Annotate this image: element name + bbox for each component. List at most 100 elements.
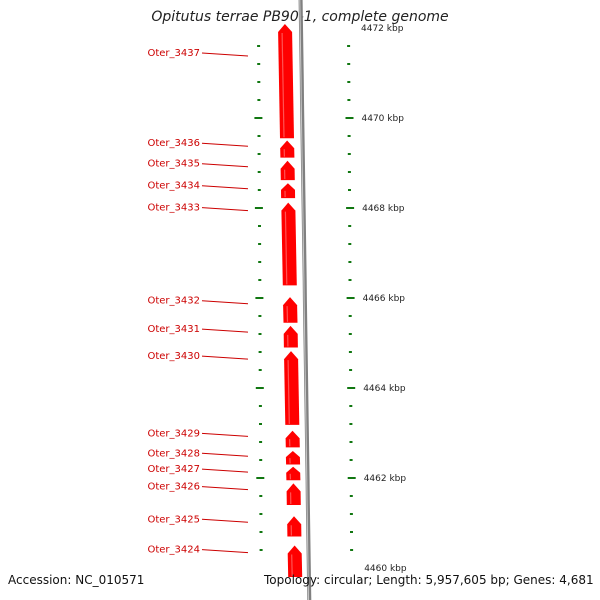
outer-tick xyxy=(347,387,356,389)
inner-tick xyxy=(258,279,262,281)
outer-tick xyxy=(348,333,352,335)
gene-label: Oter_3428 xyxy=(147,448,200,459)
gene-label: Oter_3431 xyxy=(147,324,200,335)
gene-arrow xyxy=(280,160,295,181)
outer-tick xyxy=(347,81,351,83)
kbp-label: 4464 kbp xyxy=(363,384,406,394)
gene-arrow xyxy=(283,325,298,348)
genome-backbone xyxy=(298,0,312,600)
outer-tick xyxy=(348,189,351,191)
gene-leader-line xyxy=(201,452,249,457)
outer-tick xyxy=(347,45,351,47)
outer-tick xyxy=(345,117,354,119)
outer-tick xyxy=(350,549,354,551)
gene-leader-line xyxy=(201,300,249,305)
gene-label: Oter_3433 xyxy=(147,203,200,214)
outer-tick xyxy=(348,243,352,245)
gene-label: Oter_3434 xyxy=(147,181,200,192)
gene-highlight xyxy=(291,554,293,577)
gene-leader-line xyxy=(201,163,249,168)
outer-tick xyxy=(346,207,355,209)
accession-text: Accession: NC_010571 xyxy=(8,573,145,587)
outer-tick xyxy=(349,423,353,425)
gene-highlight xyxy=(281,32,285,138)
inner-tick xyxy=(257,189,261,191)
gene-arrow xyxy=(281,183,296,199)
gene-leader-line xyxy=(201,486,249,491)
gene-arrow xyxy=(283,297,298,323)
outer-tick xyxy=(347,477,356,479)
gene-label-track: Oter_3437 Oter_3436 Oter_3435 Oter_3434 Oter… xyxy=(147,48,249,556)
gene-arrow xyxy=(285,451,301,465)
gene-arrow xyxy=(278,24,294,139)
inner-tick xyxy=(258,261,262,263)
inner-tick xyxy=(258,405,262,407)
kbp-label: 4462 kbp xyxy=(364,474,407,484)
outer-tick xyxy=(348,261,352,263)
outer-tick xyxy=(348,351,352,353)
inner-tick xyxy=(259,423,262,425)
gene-arrow xyxy=(284,351,300,425)
gene-leader-line xyxy=(201,207,249,212)
outer-tick xyxy=(349,495,353,497)
gene-leader-line xyxy=(201,518,249,523)
outer-tick xyxy=(348,225,352,227)
gene-leader-line xyxy=(201,52,249,57)
outer-tick xyxy=(347,171,351,173)
outer-tick xyxy=(349,513,353,515)
gene-leader-line xyxy=(201,432,249,437)
inner-tick xyxy=(259,531,263,533)
inner-tick xyxy=(259,495,263,497)
kbp-label: 4468 kbp xyxy=(362,204,405,214)
outer-tick xyxy=(349,459,353,461)
gene-highlight xyxy=(287,360,290,424)
outer-tick xyxy=(349,441,353,443)
inner-tick xyxy=(259,459,263,461)
inner-tick xyxy=(254,207,263,209)
outer-tick xyxy=(348,279,352,281)
outer-tick xyxy=(347,99,351,101)
gene-label: Oter_3432 xyxy=(147,296,200,307)
inner-tick xyxy=(258,333,262,335)
inner-tick xyxy=(257,135,261,137)
inner-tick-track xyxy=(254,45,265,551)
gene-label: Oter_3435 xyxy=(147,159,200,170)
inner-tick xyxy=(255,297,264,299)
gene-arrow xyxy=(280,140,295,158)
outer-tick xyxy=(348,315,352,317)
gene-arrow xyxy=(286,466,301,481)
gene-label: Oter_3424 xyxy=(147,545,200,556)
outer-tick xyxy=(350,531,353,533)
gene-leader-line xyxy=(201,468,249,473)
topology-summary: Topology: circular; Length: 5,957,605 bp… xyxy=(264,573,594,587)
outer-tick xyxy=(349,369,353,371)
outer-tick xyxy=(347,63,351,65)
gene-label: Oter_3436 xyxy=(147,138,200,149)
outer-tick xyxy=(347,153,351,155)
gene-arrow xyxy=(286,483,301,505)
gene-label: Oter_3430 xyxy=(147,351,200,362)
inner-tick xyxy=(258,225,261,227)
inner-tick xyxy=(258,315,262,317)
gene-track xyxy=(278,24,303,577)
inner-tick xyxy=(254,117,263,119)
gene-leader-line xyxy=(201,185,249,190)
gene-label: Oter_3426 xyxy=(147,482,200,493)
kbp-label: 4466 kbp xyxy=(363,294,406,304)
outer-tick xyxy=(349,405,353,407)
gene-arrow xyxy=(285,430,300,448)
inner-tick xyxy=(257,81,261,83)
kbp-label: 4472 kbp xyxy=(361,24,404,34)
kbp-scale-labels: 4472 kbp 4470 kbp 4468 kbp 4466 kbp 4464 kbp… xyxy=(361,24,407,574)
gene-label: Oter_3425 xyxy=(147,514,200,525)
inner-tick xyxy=(259,513,263,515)
gene-label: Oter_3427 xyxy=(147,464,200,475)
outer-tick-track xyxy=(345,45,356,551)
inner-tick xyxy=(256,477,265,479)
gene-arrow xyxy=(281,202,297,286)
gene-highlight xyxy=(284,211,288,285)
gene-arrow xyxy=(287,516,302,537)
gene-label: Oter_3437 xyxy=(147,48,200,59)
gene-arrow xyxy=(287,545,303,577)
